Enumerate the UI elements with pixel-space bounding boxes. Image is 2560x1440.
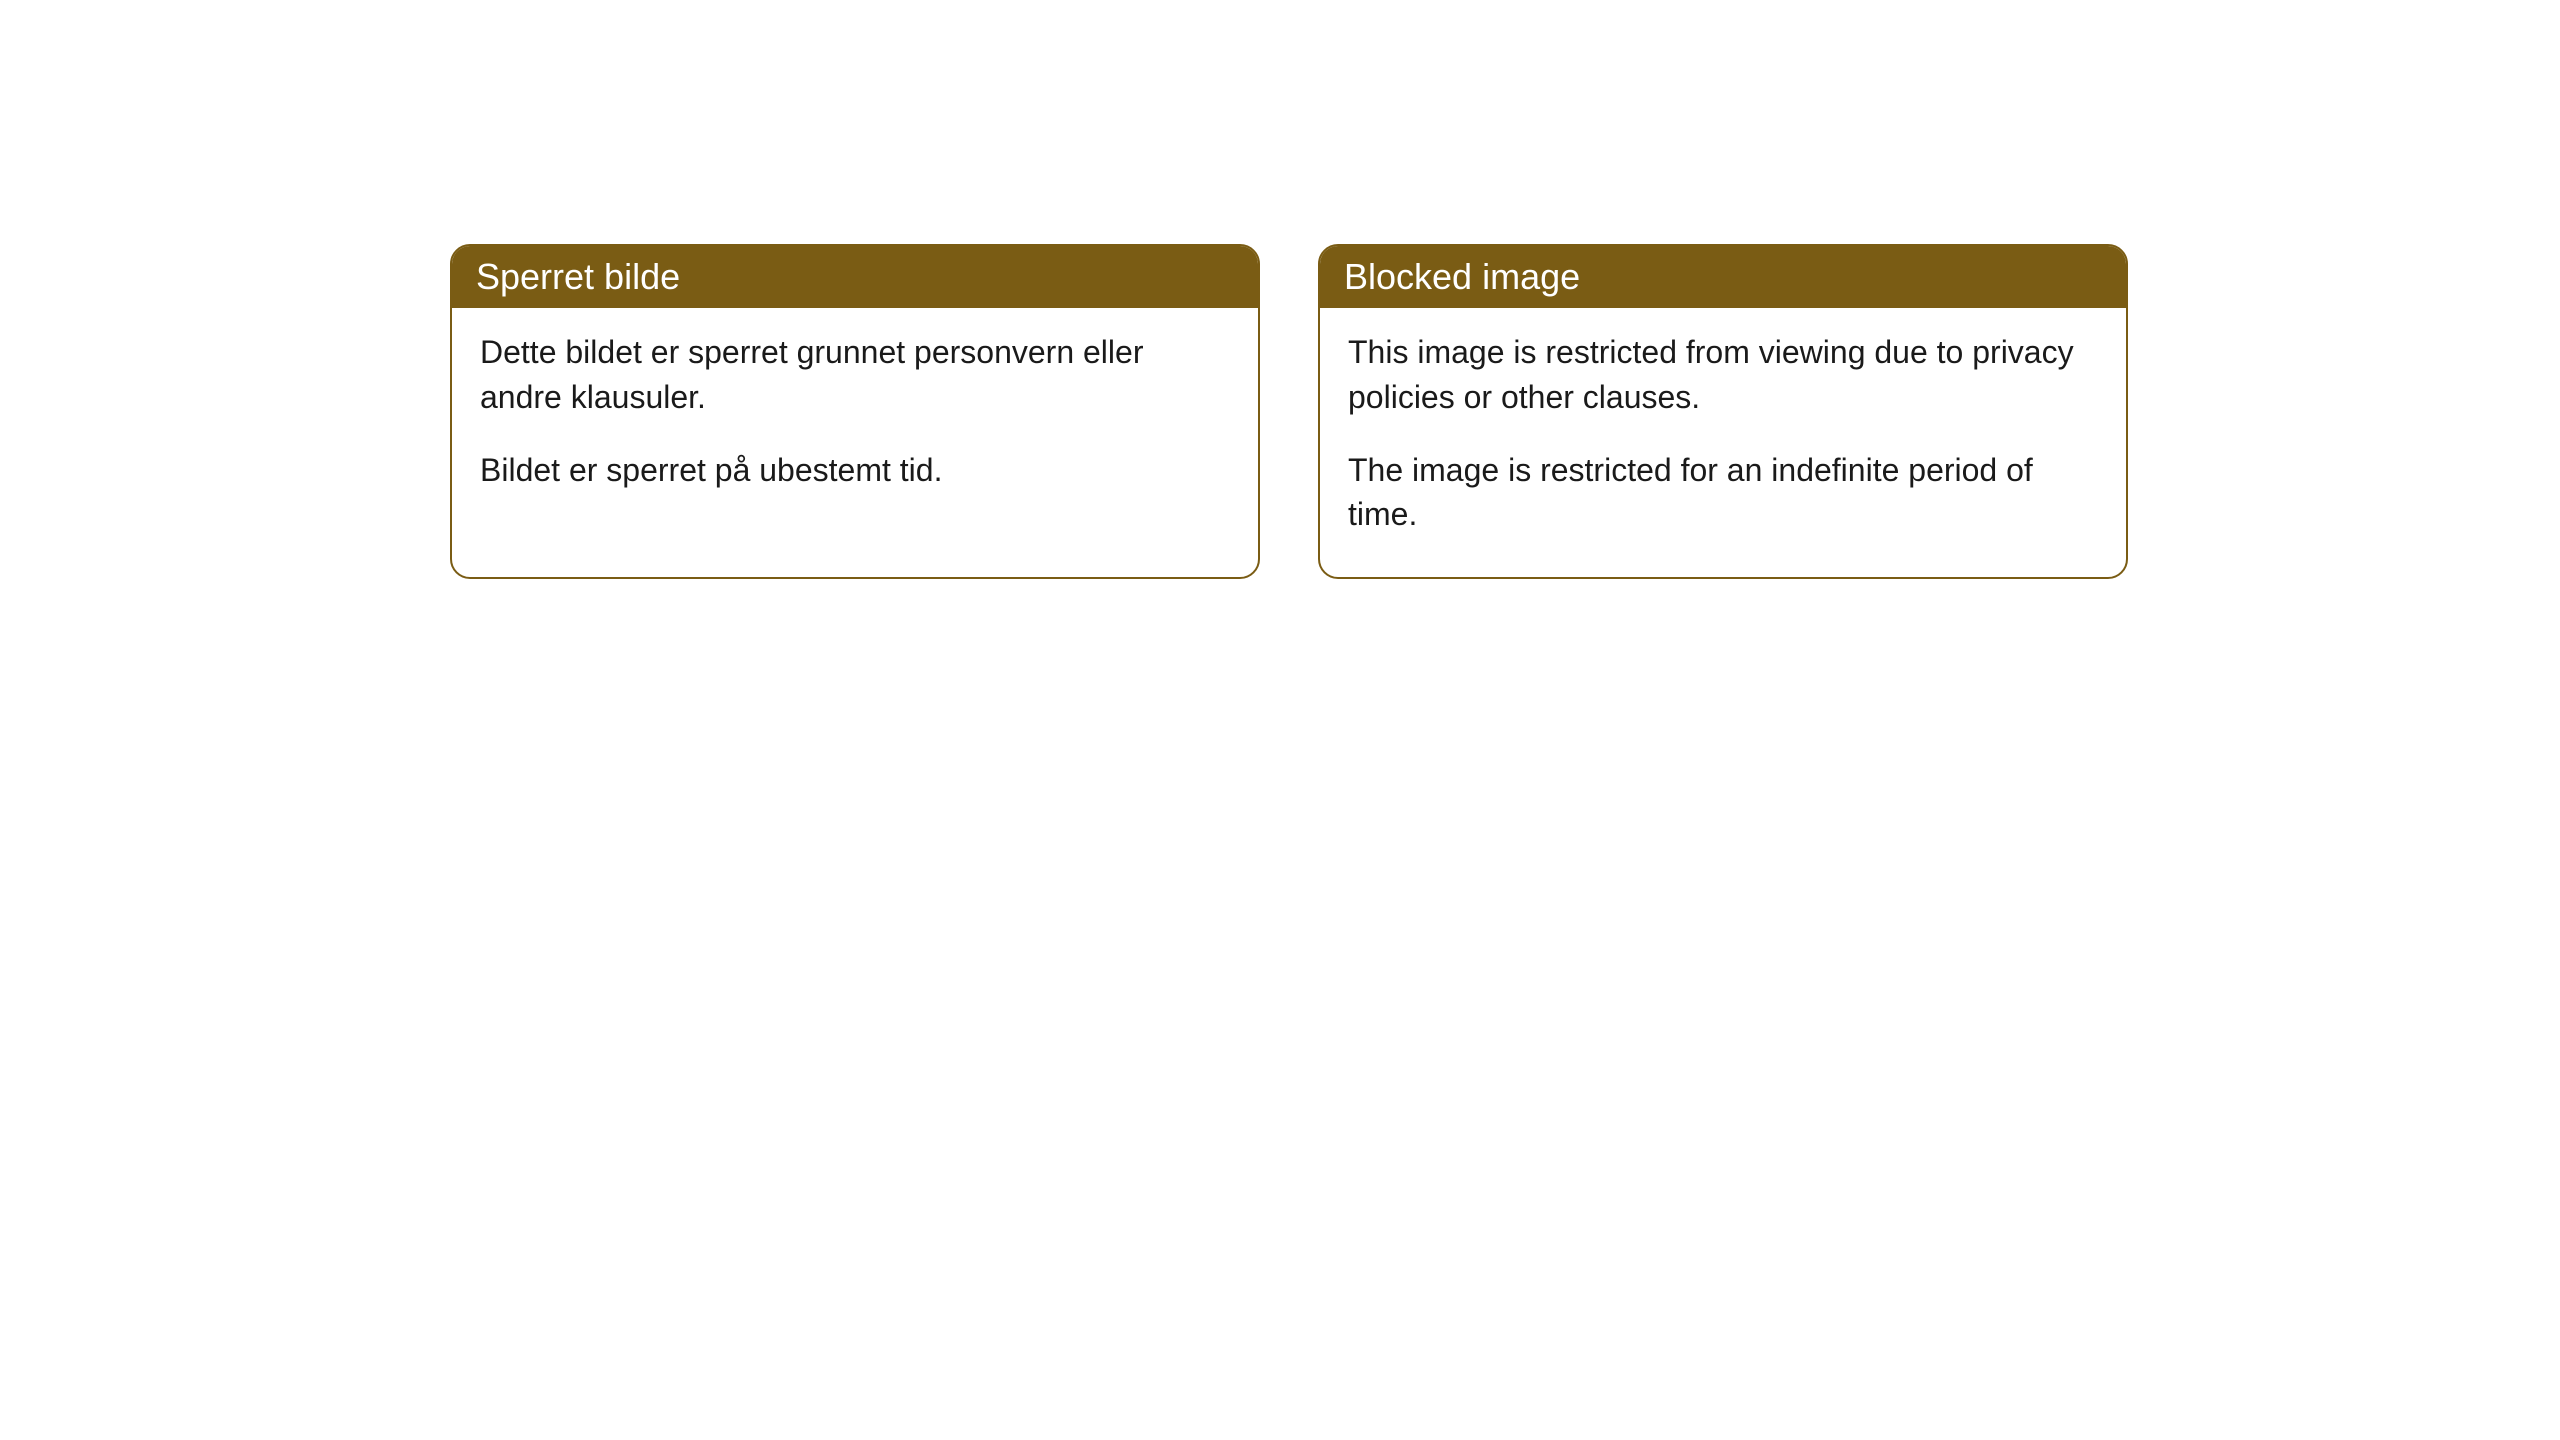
notice-paragraph-1: Dette bildet er sperret grunnet personve…: [480, 330, 1230, 420]
notice-body: This image is restricted from viewing du…: [1320, 308, 2126, 577]
notice-body: Dette bildet er sperret grunnet personve…: [452, 308, 1258, 532]
notice-paragraph-2: The image is restricted for an indefinit…: [1348, 448, 2098, 538]
notice-title: Blocked image: [1344, 256, 1580, 297]
notice-paragraph-1: This image is restricted from viewing du…: [1348, 330, 2098, 420]
notice-card-norwegian: Sperret bilde Dette bildet er sperret gr…: [450, 244, 1260, 579]
notice-header: Sperret bilde: [452, 246, 1258, 308]
notice-card-english: Blocked image This image is restricted f…: [1318, 244, 2128, 579]
notice-header: Blocked image: [1320, 246, 2126, 308]
notice-title: Sperret bilde: [476, 256, 680, 297]
notice-cards-container: Sperret bilde Dette bildet er sperret gr…: [450, 244, 2128, 579]
notice-paragraph-2: Bildet er sperret på ubestemt tid.: [480, 448, 1230, 493]
